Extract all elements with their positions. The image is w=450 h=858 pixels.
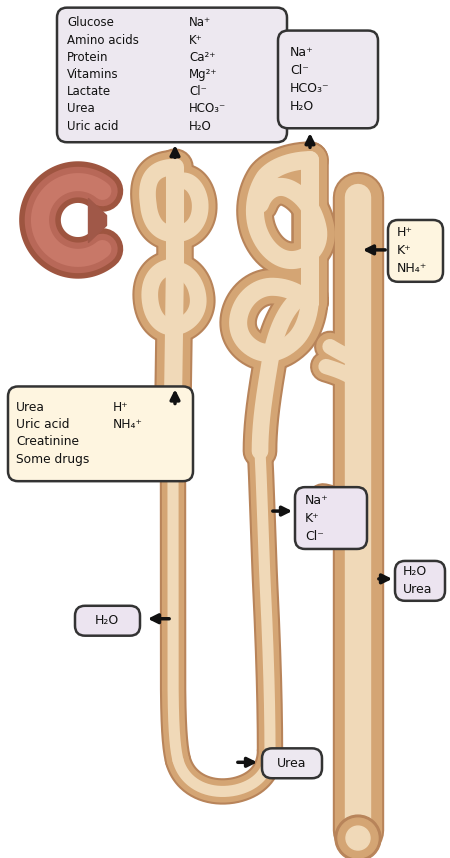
Text: H₂O: H₂O: [95, 614, 119, 627]
Text: Urea
Uric acid
Creatinine
Some drugs: Urea Uric acid Creatinine Some drugs: [16, 401, 90, 466]
Text: H⁺
NH₄⁺: H⁺ NH₄⁺: [113, 401, 143, 466]
FancyBboxPatch shape: [388, 220, 443, 281]
FancyBboxPatch shape: [75, 606, 140, 636]
Text: H₂O
Urea: H₂O Urea: [403, 565, 432, 596]
FancyBboxPatch shape: [395, 561, 445, 601]
Text: H⁺
K⁺
NH₄⁺: H⁺ K⁺ NH₄⁺: [397, 227, 427, 275]
FancyBboxPatch shape: [262, 748, 322, 778]
FancyBboxPatch shape: [278, 31, 378, 128]
FancyBboxPatch shape: [8, 386, 193, 481]
Text: Urea: Urea: [277, 757, 307, 770]
Text: Na⁺
K⁺
Ca²⁺
Mg²⁺
Cl⁻
HCO₃⁻
H₂O: Na⁺ K⁺ Ca²⁺ Mg²⁺ Cl⁻ HCO₃⁻ H₂O: [189, 16, 226, 132]
Circle shape: [338, 819, 378, 858]
FancyBboxPatch shape: [295, 487, 367, 549]
Circle shape: [346, 826, 370, 850]
Circle shape: [335, 815, 381, 858]
Text: Na⁺
K⁺
Cl⁻: Na⁺ K⁺ Cl⁻: [305, 493, 329, 542]
Text: Glucose
Amino acids
Protein
Vitamins
Lactate
Urea
Uric acid: Glucose Amino acids Protein Vitamins Lac…: [67, 16, 139, 132]
Text: Na⁺
Cl⁻
HCO₃⁻
H₂O: Na⁺ Cl⁻ HCO₃⁻ H₂O: [290, 46, 329, 113]
FancyBboxPatch shape: [57, 8, 287, 142]
